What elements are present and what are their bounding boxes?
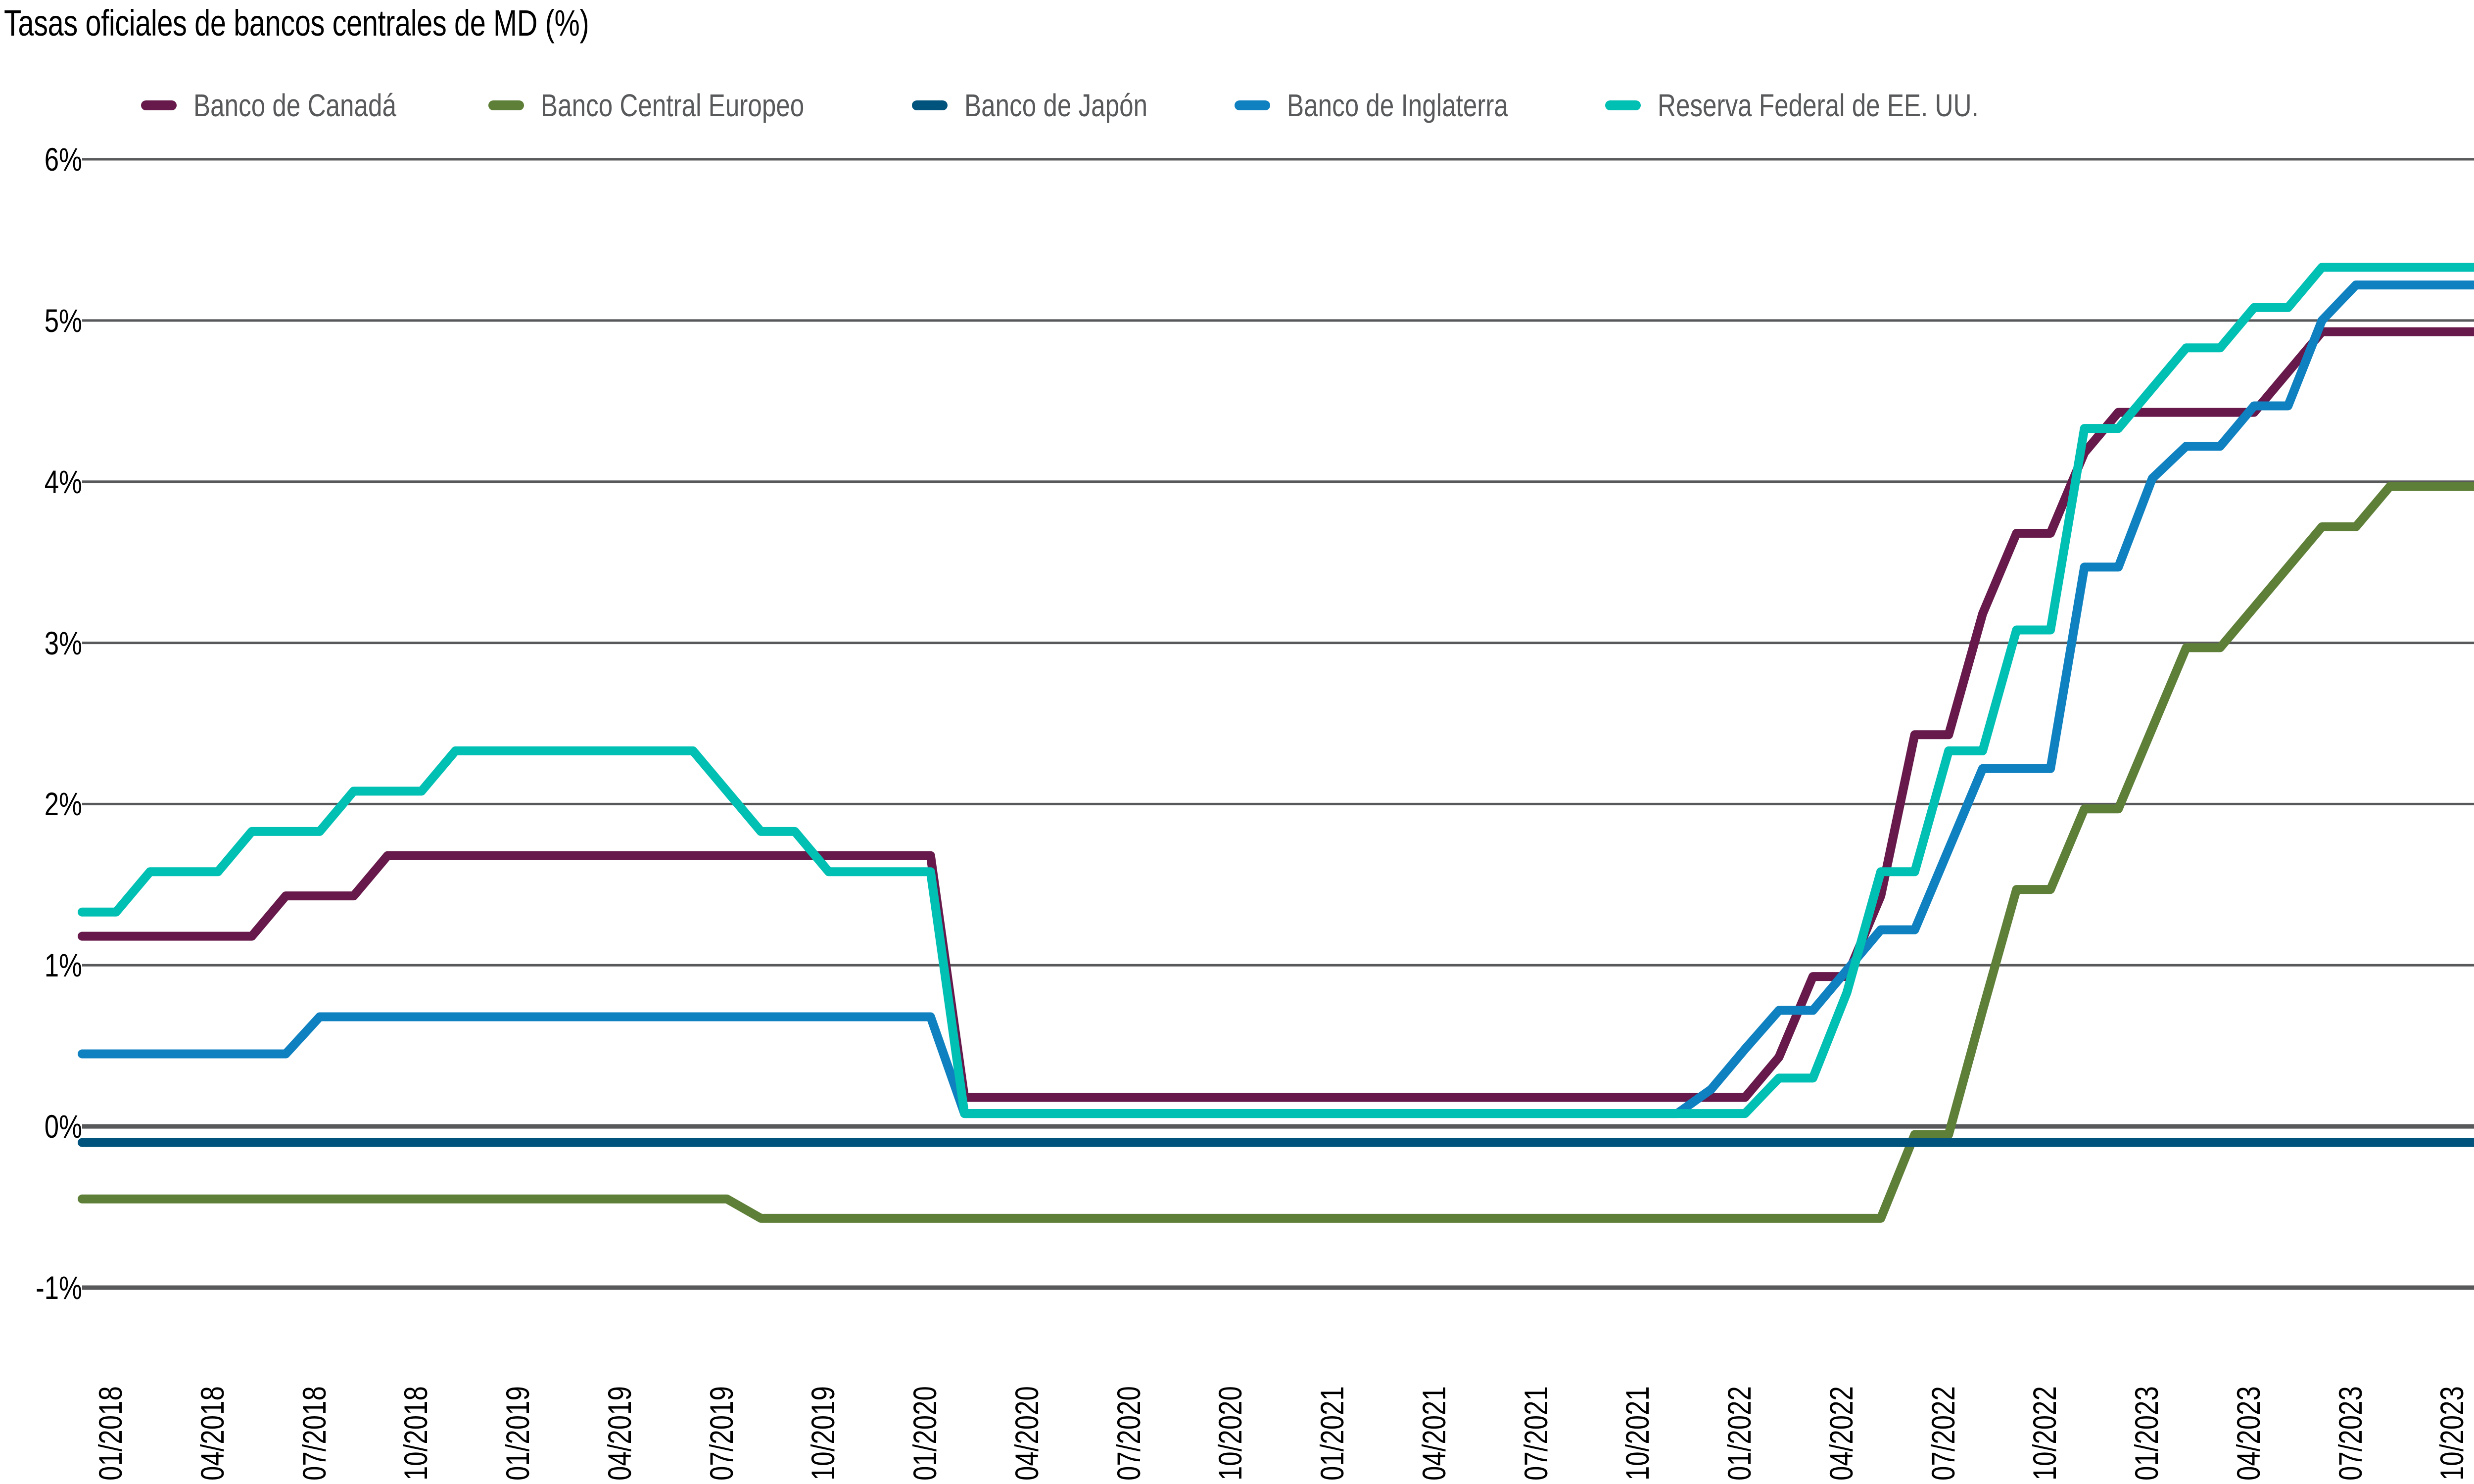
x-tick-label: 07/2022 bbox=[1924, 1386, 1961, 1481]
y-tick-label: 3% bbox=[44, 624, 82, 661]
x-tick-label: 01/2023 bbox=[2128, 1386, 2165, 1481]
y-tick-label: -1% bbox=[36, 1269, 82, 1306]
legend-item-boc[interactable]: Banco de Canadá bbox=[141, 88, 447, 123]
x-tick-label: 04/2018 bbox=[193, 1386, 231, 1481]
x-tick-label: 04/2021 bbox=[1415, 1386, 1452, 1481]
y-tick-label: 5% bbox=[44, 302, 82, 339]
x-tick-label: 01/2022 bbox=[1721, 1386, 1758, 1481]
x-tick-label: 07/2018 bbox=[295, 1386, 333, 1481]
series-line-boj[interactable] bbox=[78, 1111, 2474, 1147]
x-tick-label: 04/2019 bbox=[601, 1386, 638, 1481]
y-tick-label: 6% bbox=[44, 141, 82, 178]
legend-label-boc: Banco de Canadá bbox=[193, 88, 396, 123]
legend-swatch-boj-icon bbox=[911, 100, 948, 110]
x-tick-label: 01/2021 bbox=[1314, 1386, 1351, 1481]
legend-swatch-boc-icon bbox=[141, 100, 177, 110]
x-tick-label: 04/2023 bbox=[2230, 1386, 2267, 1481]
y-tick-label: 2% bbox=[44, 786, 82, 823]
legend-item-ecb[interactable]: Banco Central Europeo bbox=[488, 88, 870, 123]
x-tick-label: 07/2019 bbox=[703, 1386, 740, 1481]
legend-item-boe[interactable]: Banco de Inglaterra bbox=[1235, 88, 1564, 123]
x-tick-label: 10/2018 bbox=[397, 1386, 434, 1481]
legend-item-boj[interactable]: Banco de Japón bbox=[911, 88, 1193, 123]
page-title: Tasas oficiales de bancos centrales de M… bbox=[4, 2, 589, 44]
y-tick-label: 1% bbox=[44, 947, 82, 984]
x-tick-label: 01/2018 bbox=[92, 1386, 129, 1481]
x-tick-label: 04/2020 bbox=[1008, 1386, 1045, 1481]
legend-label-boj: Banco de Japón bbox=[964, 88, 1147, 123]
y-tick-label: 4% bbox=[44, 463, 82, 500]
legend-swatch-fed-icon bbox=[1605, 100, 1641, 110]
legend-swatch-boe-icon bbox=[1235, 100, 1271, 110]
legend-label-ecb: Banco Central Europeo bbox=[541, 88, 805, 123]
legend-swatch-ecb-icon bbox=[488, 100, 524, 110]
x-tick-label: 10/2019 bbox=[805, 1386, 842, 1481]
x-tick-label: 10/2022 bbox=[2026, 1386, 2063, 1481]
y-tick-label: 0% bbox=[44, 1108, 82, 1145]
x-tick-label: 07/2021 bbox=[1517, 1386, 1554, 1481]
x-tick-label: 10/2020 bbox=[1212, 1386, 1249, 1481]
x-tick-label: 04/2022 bbox=[1822, 1386, 1859, 1481]
x-tick-label: 07/2020 bbox=[1110, 1386, 1147, 1481]
legend-item-fed[interactable]: Reserva Federal de EE. UU. bbox=[1605, 88, 2059, 123]
legend-label-fed: Reserva Federal de EE. UU. bbox=[1657, 88, 1979, 123]
chart-legend: Banco de Canadá Banco Central Europeo Banc… bbox=[0, 84, 2474, 127]
series-line-ecb[interactable] bbox=[78, 482, 2474, 1223]
x-tick-label: 01/2019 bbox=[499, 1386, 536, 1481]
x-tick-label: 10/2021 bbox=[1619, 1386, 1656, 1481]
x-tick-label: 07/2023 bbox=[2331, 1386, 2369, 1481]
x-tick-label: 01/2020 bbox=[906, 1386, 944, 1481]
x-tick-label: 10/2023 bbox=[2433, 1386, 2471, 1481]
y-axis: 6% 5% 4% 3% 2% 1% 0% -1% bbox=[0, 0, 82, 1484]
series-line-fed[interactable] bbox=[78, 263, 2474, 1118]
legend-label-boe: Banco de Inglaterra bbox=[1287, 88, 1509, 123]
series-line-boc[interactable] bbox=[78, 327, 2474, 1102]
